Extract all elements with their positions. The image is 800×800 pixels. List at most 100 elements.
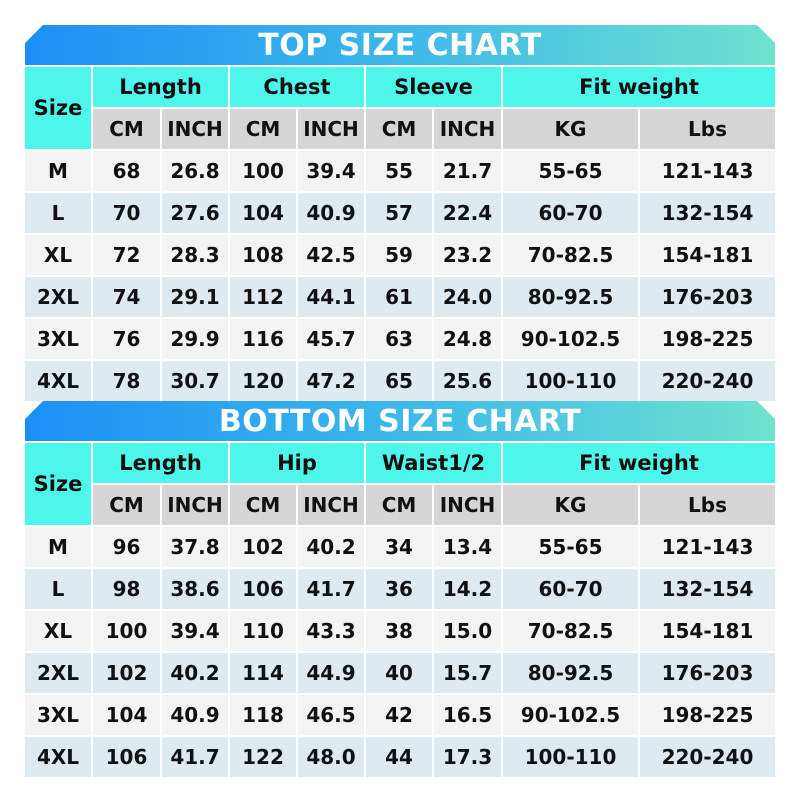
table-cell: 100 xyxy=(93,611,160,651)
table-cell: 23.2 xyxy=(434,235,501,275)
table-cell: 29.9 xyxy=(162,319,228,359)
table-cell: 14.2 xyxy=(434,569,501,609)
table-cell: 44.9 xyxy=(298,653,364,693)
table-cell: 106 xyxy=(230,569,296,609)
table-cell: 34 xyxy=(366,527,432,567)
table-cell: 220-240 xyxy=(640,737,775,777)
size-label: 3XL xyxy=(25,319,91,359)
group-header: Length xyxy=(93,67,228,107)
group-header: Fit weight xyxy=(503,67,775,107)
table-cell: 55-65 xyxy=(503,151,638,191)
table-cell: 106 xyxy=(93,737,160,777)
table-cell: 100-110 xyxy=(503,737,638,777)
table-cell: 42 xyxy=(366,695,432,735)
unit-header: KG xyxy=(503,485,638,525)
size-label: L xyxy=(25,569,91,609)
size-label: 4XL xyxy=(25,737,91,777)
table-cell: 44.1 xyxy=(298,277,364,317)
table-cell: 39.4 xyxy=(162,611,228,651)
table-cell: 108 xyxy=(230,235,296,275)
table-cell: 60-70 xyxy=(503,569,638,609)
table-cell: 43.3 xyxy=(298,611,364,651)
table-cell: 39.4 xyxy=(298,151,364,191)
unit-header: CM xyxy=(93,109,160,149)
group-header: Length xyxy=(93,443,228,483)
table-cell: 110 xyxy=(230,611,296,651)
table-cell: 17.3 xyxy=(434,737,501,777)
table-cell: 22.4 xyxy=(434,193,501,233)
size-table: Size Length Hip Waist1/2 Fit weight CM INCH CM I… xyxy=(25,443,775,777)
table-cell: 25.6 xyxy=(434,361,501,401)
table-cell: 78 xyxy=(93,361,160,401)
bottom-size-chart: BOTTOM SIZE CHART Size Length Hip Waist1/2 Fi… xyxy=(25,401,775,777)
table-cell: 45.7 xyxy=(298,319,364,359)
table-cell: 29.1 xyxy=(162,277,228,317)
table-cell: 38.6 xyxy=(162,569,228,609)
table-cell: 122 xyxy=(230,737,296,777)
table-cell: 72 xyxy=(93,235,160,275)
table-cell: 90-102.5 xyxy=(503,319,638,359)
table-cell: 70-82.5 xyxy=(503,611,638,651)
table-cell: 100 xyxy=(230,151,296,191)
table-cell: 38 xyxy=(366,611,432,651)
table-cell: 98 xyxy=(93,569,160,609)
table-cell: 132-154 xyxy=(640,193,775,233)
table-cell: 102 xyxy=(230,527,296,567)
table-cell: 37.8 xyxy=(162,527,228,567)
group-header: Sleeve xyxy=(366,67,501,107)
table-cell: 27.6 xyxy=(162,193,228,233)
unit-header: INCH xyxy=(162,485,228,525)
table-cell: 46.5 xyxy=(298,695,364,735)
table-cell: 65 xyxy=(366,361,432,401)
table-cell: 68 xyxy=(93,151,160,191)
unit-header: CM xyxy=(93,485,160,525)
table-cell: 13.4 xyxy=(434,527,501,567)
size-label: 2XL xyxy=(25,277,91,317)
table-cell: 21.7 xyxy=(434,151,501,191)
table-cell: 114 xyxy=(230,653,296,693)
unit-header: CM xyxy=(230,485,296,525)
chart-title: TOP SIZE CHART xyxy=(25,25,775,65)
table-cell: 61 xyxy=(366,277,432,317)
table-cell: 59 xyxy=(366,235,432,275)
table-cell: 80-92.5 xyxy=(503,277,638,317)
table-cell: 80-92.5 xyxy=(503,653,638,693)
table-cell: 24.8 xyxy=(434,319,501,359)
size-column-header: Size xyxy=(25,67,91,149)
table-cell: 28.3 xyxy=(162,235,228,275)
table-cell: 16.5 xyxy=(434,695,501,735)
table-cell: 63 xyxy=(366,319,432,359)
table-cell: 198-225 xyxy=(640,695,775,735)
table-cell: 42.5 xyxy=(298,235,364,275)
chart-title: BOTTOM SIZE CHART xyxy=(25,401,775,441)
unit-header: CM xyxy=(366,485,432,525)
table-cell: 116 xyxy=(230,319,296,359)
unit-header: KG xyxy=(503,109,638,149)
table-cell: 57 xyxy=(366,193,432,233)
group-header: Hip xyxy=(230,443,364,483)
size-label: XL xyxy=(25,235,91,275)
table-cell: 40.2 xyxy=(162,653,228,693)
unit-header: INCH xyxy=(434,485,501,525)
table-cell: 104 xyxy=(230,193,296,233)
table-cell: 15.0 xyxy=(434,611,501,651)
size-table: Size Length Chest Sleeve Fit weight CM INCH CM I… xyxy=(25,67,775,401)
size-label: 4XL xyxy=(25,361,91,401)
table-cell: 104 xyxy=(93,695,160,735)
table-cell: 70 xyxy=(93,193,160,233)
size-label: M xyxy=(25,527,91,567)
table-cell: 47.2 xyxy=(298,361,364,401)
size-label: 3XL xyxy=(25,695,91,735)
table-cell: 176-203 xyxy=(640,653,775,693)
table-cell: 15.7 xyxy=(434,653,501,693)
table-cell: 30.7 xyxy=(162,361,228,401)
group-header: Chest xyxy=(230,67,364,107)
table-cell: 24.0 xyxy=(434,277,501,317)
table-cell: 48.0 xyxy=(298,737,364,777)
table-cell: 154-181 xyxy=(640,235,775,275)
table-cell: 55-65 xyxy=(503,527,638,567)
table-cell: 36 xyxy=(366,569,432,609)
size-label: XL xyxy=(25,611,91,651)
table-cell: 40.2 xyxy=(298,527,364,567)
table-cell: 112 xyxy=(230,277,296,317)
